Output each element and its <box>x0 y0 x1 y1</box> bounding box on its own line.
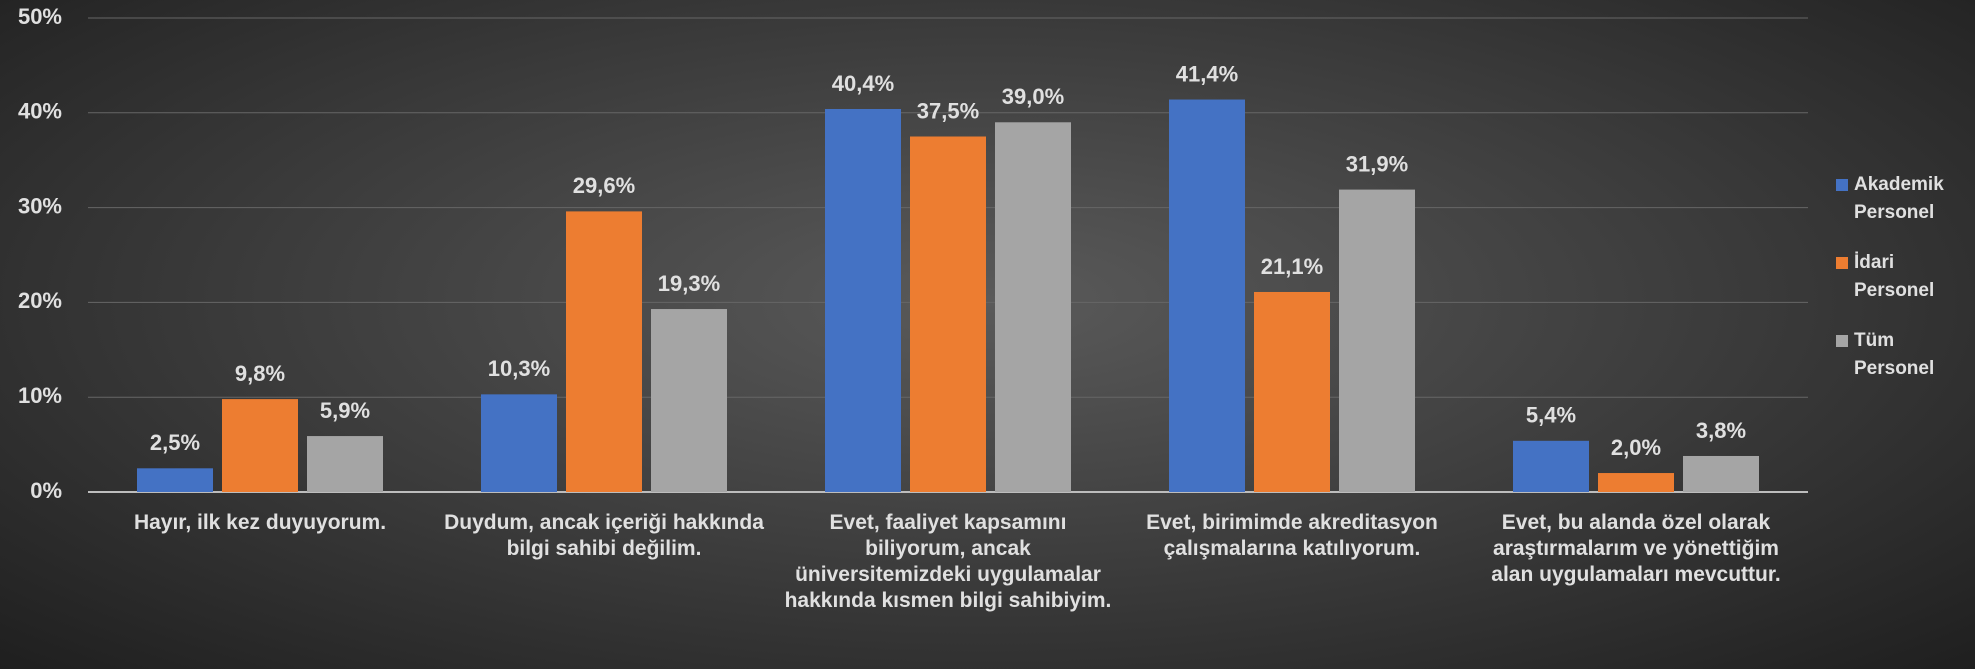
bar <box>222 399 298 492</box>
x-tick-label: Evet, birimimde akreditasyon çalışmaları… <box>1146 511 1438 560</box>
bar <box>1513 440 1589 492</box>
bar <box>1254 291 1330 492</box>
bar <box>1169 99 1245 492</box>
x-tick-label: Duydum, ancak içeriği hakkında bilgi sah… <box>444 511 764 560</box>
x-tick-label: Evet, bu alanda özel olarak araştırmalar… <box>1491 511 1781 586</box>
data-label: 21,1% <box>1261 254 1323 279</box>
bar <box>481 394 557 492</box>
data-label: 39,0% <box>1002 84 1064 109</box>
data-label: 37,5% <box>917 98 979 123</box>
legend-label: Akademik Personel <box>1854 174 1944 223</box>
data-label: 5,9% <box>320 398 370 423</box>
y-tick-label: 40% <box>18 99 62 124</box>
y-tick-label: 50% <box>18 4 62 29</box>
legend-swatch <box>1836 335 1848 347</box>
bar <box>651 309 727 492</box>
data-label: 5,4% <box>1526 403 1576 428</box>
y-tick-label: 10% <box>18 383 62 408</box>
bar <box>910 136 986 492</box>
data-label: 41,4% <box>1176 61 1238 86</box>
bar <box>137 468 213 492</box>
data-label: 10,3% <box>488 356 550 381</box>
y-tick-label: 30% <box>18 193 62 218</box>
data-label: 2,5% <box>150 430 200 455</box>
data-label: 29,6% <box>573 173 635 198</box>
data-label: 40,4% <box>832 71 894 96</box>
data-label: 2,0% <box>1611 435 1661 460</box>
bar <box>995 122 1071 492</box>
x-tick-label: Evet, faaliyet kapsamını biliyorum, anca… <box>784 511 1112 612</box>
bar <box>1598 473 1674 492</box>
y-tick-label: 20% <box>18 288 62 313</box>
data-label: 31,9% <box>1346 151 1408 176</box>
bar <box>566 211 642 492</box>
data-label: 9,8% <box>235 361 285 386</box>
y-tick-label: 0% <box>30 478 62 503</box>
x-tick-label: Hayır, ilk kez duyuyorum. <box>133 511 387 534</box>
data-label: 3,8% <box>1696 418 1746 443</box>
bar <box>307 436 383 492</box>
bar <box>1683 455 1759 492</box>
data-label: 19,3% <box>658 271 720 296</box>
bar <box>825 109 901 493</box>
legend-label: Tüm Personel <box>1854 330 1935 379</box>
legend-swatch <box>1836 257 1848 269</box>
legend-swatch <box>1836 179 1848 191</box>
bar <box>1339 189 1415 492</box>
legend-label: İdari Personel <box>1854 252 1935 301</box>
